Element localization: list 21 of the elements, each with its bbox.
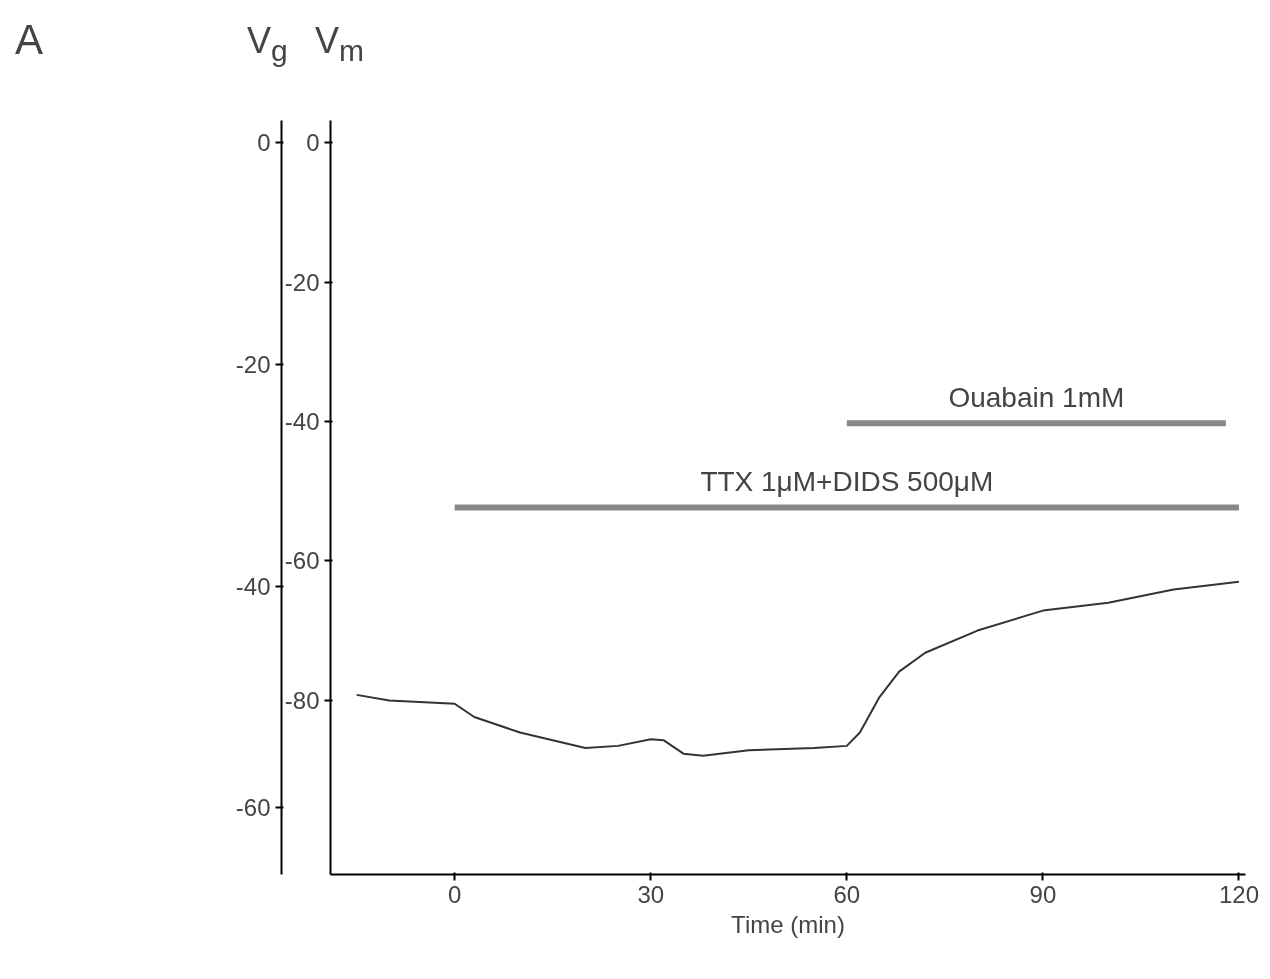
y2-tick-label: 0 bbox=[306, 129, 320, 157]
y2-tick-label: -20 bbox=[284, 268, 320, 296]
text: A bbox=[15, 15, 44, 65]
y2-tick-label: -80 bbox=[284, 686, 320, 714]
y-axis-title: V$_{g}$ bbox=[247, 19, 288, 70]
y-tick-label: -20 bbox=[235, 350, 271, 378]
x-tick-label: 90 bbox=[1029, 880, 1057, 908]
x-tick-label: 120 bbox=[1218, 880, 1259, 908]
y-tick-label: 0 bbox=[257, 129, 271, 157]
line-series bbox=[355, 580, 1240, 757]
x-tick-label: 60 bbox=[833, 880, 861, 908]
x-axis-title: Time (min) bbox=[731, 910, 845, 938]
series-label: TTX 1μM+DIDS 500μM bbox=[700, 466, 994, 498]
y2-tick-label: -60 bbox=[284, 547, 320, 575]
series-label: Ouabain 1mM bbox=[948, 382, 1125, 414]
y-tick-label: -60 bbox=[235, 794, 271, 822]
x-tick-label: 30 bbox=[637, 880, 665, 908]
y-tick-label: -40 bbox=[235, 572, 271, 600]
y2-tick-label: -40 bbox=[284, 408, 320, 436]
x-tick-label: 0 bbox=[448, 880, 462, 908]
y2-axis-title: V$_{m}$ bbox=[315, 19, 365, 70]
